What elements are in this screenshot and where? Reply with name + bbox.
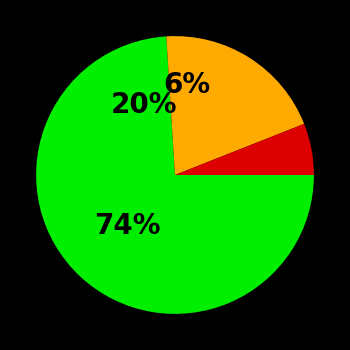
Text: 74%: 74% [94, 212, 161, 240]
Text: 6%: 6% [163, 71, 210, 99]
Wedge shape [175, 124, 314, 175]
Text: 20%: 20% [111, 91, 177, 119]
Wedge shape [166, 36, 304, 175]
Wedge shape [36, 36, 314, 314]
